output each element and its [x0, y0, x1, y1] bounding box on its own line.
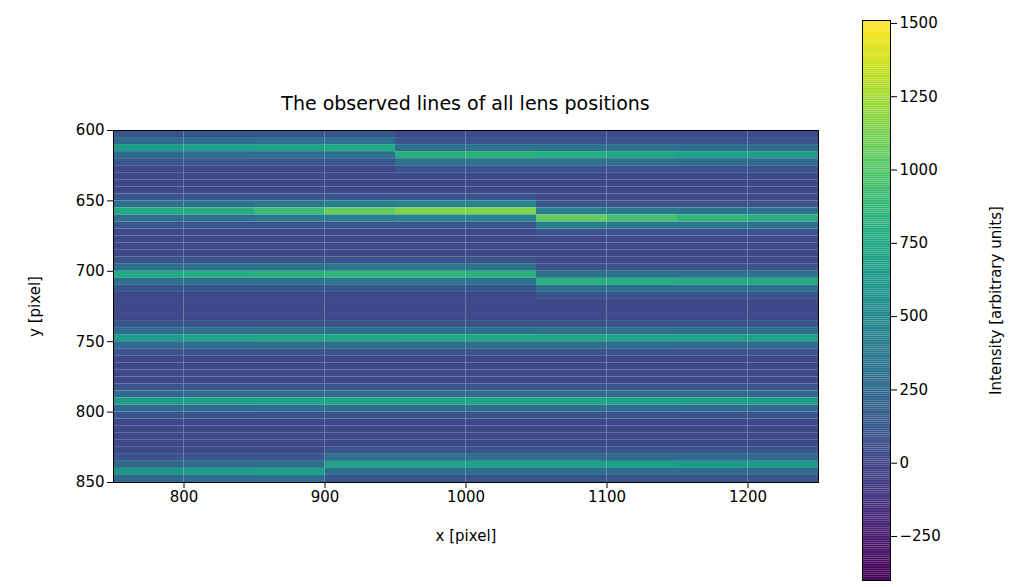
svg-text:600: 600 [76, 121, 105, 139]
html-text:The observed lines of all lens: The observed lines of all lens positions [281, 92, 650, 114]
svg-text:0: 0 [900, 454, 910, 472]
svg-text:650: 650 [76, 192, 105, 210]
svg-text:850: 850 [76, 473, 105, 491]
svg-text:1000: 1000 [447, 488, 485, 506]
svg-text:500: 500 [900, 307, 929, 325]
svg-text:1100: 1100 [588, 488, 626, 506]
svg-text:800: 800 [76, 403, 105, 421]
svg-text:900: 900 [311, 488, 340, 506]
svg-text:Intensity [arbitrary units]: Intensity [arbitrary units] [987, 206, 1005, 395]
svg-text:1200: 1200 [729, 488, 767, 506]
svg-text:x [pixel]: x [pixel] [436, 527, 497, 545]
svg-text:y [pixel]: y [pixel] [26, 276, 44, 337]
svg-text:−250: −250 [900, 527, 941, 545]
svg-text:800: 800 [170, 488, 199, 506]
svg-text:250: 250 [900, 381, 929, 399]
svg-text:1000: 1000 [900, 161, 938, 179]
svg-text:1250: 1250 [900, 88, 938, 106]
svg-text:700: 700 [76, 262, 105, 280]
svg-text:750: 750 [76, 333, 105, 351]
svg-text:1500: 1500 [900, 14, 938, 32]
svg-text:750: 750 [900, 234, 929, 252]
